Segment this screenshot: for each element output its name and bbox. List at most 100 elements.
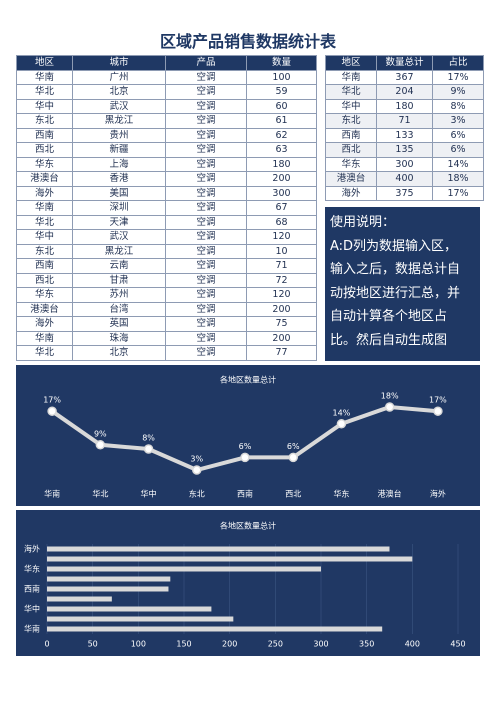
data-label: 8%	[142, 434, 155, 443]
table-row: 西南 133 6%	[325, 127, 484, 143]
y-tick-label: 华中	[24, 604, 40, 614]
table-cell: 14%	[432, 156, 484, 172]
x-tick-label: 东北	[189, 489, 205, 499]
column-header: 数量	[246, 55, 317, 71]
bar	[47, 566, 321, 572]
x-tick-label: 西南	[237, 489, 253, 499]
data-label: 18%	[381, 392, 399, 401]
table-row: 海外 375 17%	[325, 185, 484, 201]
table-row: 华东 300 14%	[325, 156, 484, 172]
instructions-line: 比。然后自动生成图	[330, 332, 448, 348]
x-tick-label: 350	[359, 640, 374, 649]
instructions-heading: 使用说明：	[330, 215, 396, 230]
x-tick-label: 华南	[44, 489, 60, 499]
column-header: 数量总计	[376, 55, 433, 71]
table-cell: 空调	[165, 345, 247, 361]
table-row: 西北 135 6%	[325, 142, 484, 158]
summary-table: 地区 数量总计 占比 华南 367 17% 华北 204 9% 华中 180 8% 东北 71 3% 西南 13…	[325, 55, 484, 201]
column-header: 地区	[325, 55, 377, 71]
instructions-line: A:D列为数据输入区，	[330, 238, 458, 254]
bar	[47, 626, 383, 632]
x-tick-label: 港澳台	[378, 489, 402, 499]
table-cell: 200	[246, 171, 317, 187]
header-row: 地区 数量总计 占比	[325, 55, 484, 71]
table-body: 华南 367 17% 华北 204 9% 华中 180 8% 东北 71 3% 西南 133 6% 西北 135…	[325, 69, 484, 201]
table-row: 西北 甘肃 空调 72	[16, 272, 317, 288]
instructions-line: 自动计算各个地区占	[330, 309, 448, 324]
bar	[47, 606, 212, 612]
table-cell: 美国	[72, 185, 166, 201]
column-header: 地区	[16, 55, 73, 71]
instructions: 使用说明： A:D列为数据输入区， 输入之后，数据总计自 动按地区进行汇总，并 自动计算…	[325, 207, 480, 361]
y-tick-label: 华东	[24, 564, 40, 574]
table-row: 华南 珠海 空调 200	[16, 330, 317, 346]
table-cell: 海外	[16, 185, 73, 201]
x-tick-label: 200	[222, 640, 237, 649]
table-cell: 400	[376, 171, 433, 187]
table-row: 西南 贵州 空调 62	[16, 127, 317, 143]
table-cell: 东北	[325, 113, 377, 129]
table-row: 港澳台 400 18%	[325, 171, 484, 187]
table-cell: 空调	[165, 171, 247, 187]
table-row: 华北 北京 空调 77	[16, 345, 317, 361]
table-cell: 武汉	[72, 229, 166, 245]
table-row: 海外 英国 空调 75	[16, 316, 317, 332]
table-cell: 港澳台	[16, 171, 73, 187]
x-tick-label: 西北	[285, 490, 301, 499]
data-label: 6%	[287, 442, 300, 451]
table-cell: 深圳	[72, 200, 166, 216]
table-row: 海外 美国 空调 300	[16, 185, 317, 201]
data-label: 17%	[429, 396, 447, 405]
point	[240, 452, 250, 463]
table-cell: 68	[246, 214, 317, 230]
page-title: 区域产品销售数据统计表	[159, 32, 336, 51]
table-cell: 135	[376, 142, 433, 158]
point	[47, 406, 57, 416]
x-tick-label: 250	[268, 640, 283, 649]
table-row: 华南 367 17%	[325, 69, 484, 85]
bar	[47, 586, 169, 592]
x-tick-label: 300	[313, 640, 328, 649]
table-cell: 300	[246, 185, 317, 201]
table-row: 华北 天津 空调 68	[16, 214, 317, 230]
column-header: 城市	[72, 55, 166, 71]
data-label: 9%	[94, 429, 107, 438]
point	[143, 444, 154, 454]
y-tick-label: 西南	[24, 584, 40, 594]
table-row: 港澳台 香港 空调 200	[16, 171, 317, 187]
table-cell: 6%	[432, 127, 484, 143]
chart-title: 各地区数量总计	[220, 375, 276, 385]
column-header: 占比	[432, 55, 484, 71]
x-tick-label: 海外	[430, 489, 446, 499]
table-cell: 63	[246, 142, 317, 158]
bar	[47, 576, 171, 582]
bar	[47, 616, 234, 622]
table-cell: 香港	[72, 171, 166, 187]
chart-panel	[16, 365, 480, 506]
x-tick-label: 0	[44, 640, 49, 649]
table-row: 华北 北京 空调 59	[16, 84, 317, 100]
chart-panel	[16, 510, 480, 656]
data-label: 6%	[239, 442, 252, 451]
x-tick-label: 华东	[333, 489, 349, 499]
x-tick-label: 400	[405, 640, 420, 649]
x-tick-label: 华北	[92, 489, 108, 499]
table-cell: 3%	[432, 113, 484, 129]
x-tick-label: 50	[88, 640, 98, 649]
table-cell: 贵州	[72, 127, 166, 143]
bar	[47, 556, 413, 562]
header-row: 地区 城市 产品 数量	[16, 55, 317, 71]
point	[192, 465, 202, 475]
table-cell: 上海	[72, 156, 166, 172]
instructions-line: 输入之后，数据总计自	[330, 262, 461, 277]
table-cell: 67	[246, 200, 317, 216]
y-tick-label: 海外	[24, 544, 40, 554]
table-cell: 天津	[72, 214, 166, 230]
table-row: 华中 武汉 空调 120	[16, 229, 317, 245]
instructions-line: 动按地区进行汇总，并	[330, 285, 461, 301]
chart-title: 各地区数量总计	[220, 521, 276, 531]
table-cell: 77	[246, 345, 317, 361]
table-cell: 6%	[432, 142, 484, 158]
